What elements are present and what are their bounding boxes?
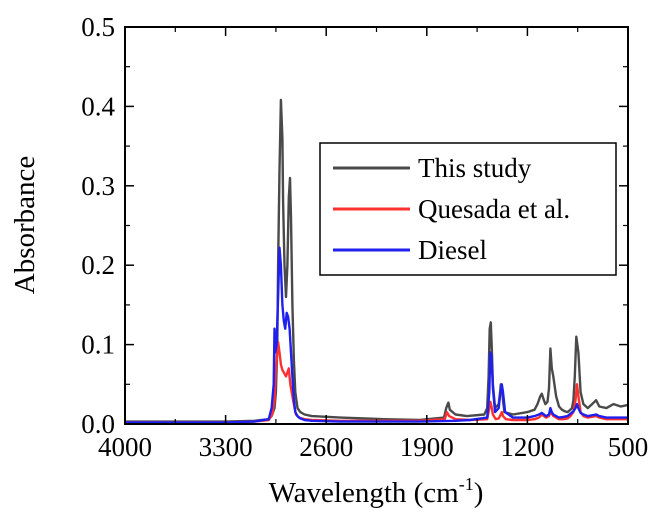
y-tick-label: 0.2 (81, 250, 115, 280)
x-tick-label: 500 (608, 432, 649, 462)
x-axis-title-main: Wavelength (cm (269, 477, 460, 508)
series-line-2 (125, 246, 628, 424)
x-axis-tick-labels: 4000 3300 2600 1900 1200 500 (98, 432, 648, 462)
x-tick-label: 3300 (199, 432, 253, 462)
series-layer (125, 98, 629, 424)
y-axis-ticks (125, 26, 628, 425)
x-axis-ticks (124, 27, 629, 424)
legend: This study Quesada et al. Diesel (319, 142, 617, 276)
legend-items: This study Quesada et al. Diesel (333, 153, 570, 265)
legend-label-0: This study (418, 153, 532, 183)
x-tick-label: 2600 (299, 432, 353, 462)
legend-label-2: Diesel (418, 235, 487, 265)
y-axis-title: Absorbance (9, 156, 41, 295)
x-tick-label: 1200 (500, 432, 554, 462)
legend-label-1: Quesada et al. (418, 194, 570, 224)
y-axis-tick-labels: 0.0 0.1 0.2 0.3 0.4 0.5 (81, 12, 115, 439)
x-axis-title-superscript: -1 (459, 474, 474, 494)
plot-area (124, 26, 629, 425)
x-axis-title: Wavelength (cm-1) (269, 474, 484, 508)
x-tick-label: 4000 (98, 432, 152, 462)
x-tick-label: 1900 (400, 432, 454, 462)
y-tick-label: 0.1 (81, 330, 115, 360)
y-tick-label: 0.3 (81, 171, 115, 201)
y-tick-label: 0.5 (81, 12, 115, 42)
y-tick-label: 0.4 (81, 91, 115, 121)
x-axis-title-close: ) (474, 477, 484, 508)
series-line-1 (125, 341, 628, 424)
y-tick-label: 0.0 (81, 409, 115, 439)
